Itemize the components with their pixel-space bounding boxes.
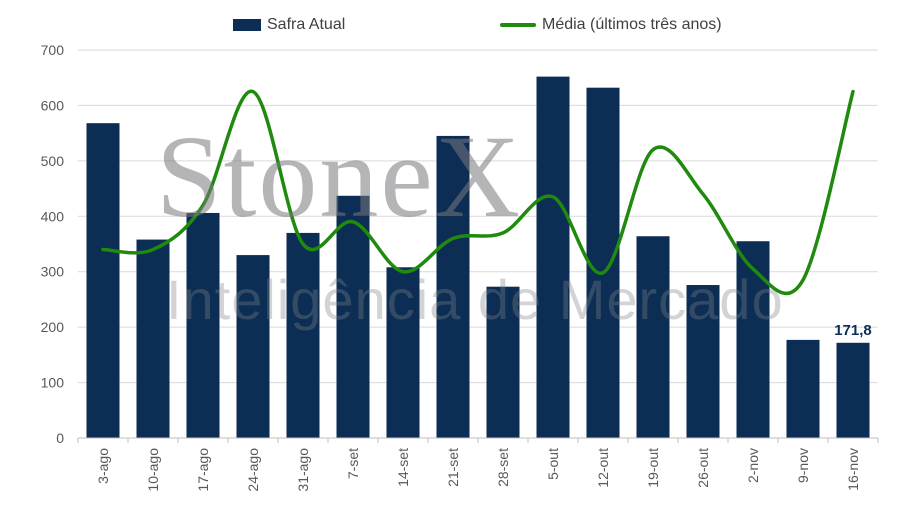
legend-label-safra: Safra Atual xyxy=(267,16,346,33)
y-tick-label: 700 xyxy=(41,42,65,58)
y-tick-label: 400 xyxy=(41,208,65,224)
y-tick-label: 600 xyxy=(41,97,65,113)
x-tick-label: 21-set xyxy=(445,448,461,487)
y-tick-label: 500 xyxy=(41,153,65,169)
bar xyxy=(436,135,470,438)
x-tick-label: 28-set xyxy=(495,448,511,487)
x-tick-label: 24-ago xyxy=(245,448,261,492)
x-tick-label: 5-out xyxy=(545,448,561,480)
x-tick-label: 19-out xyxy=(645,448,661,488)
bar xyxy=(736,241,770,438)
x-tick-label: 2-nov xyxy=(745,448,761,483)
series-line-media xyxy=(101,89,855,296)
bar xyxy=(486,286,520,438)
bar xyxy=(236,255,270,438)
y-tick-label: 200 xyxy=(41,319,65,335)
x-tick-label: 10-ago xyxy=(145,448,161,492)
legend-swatch-safra xyxy=(233,19,261,31)
y-tick-label: 0 xyxy=(56,430,64,446)
x-tick-label: 12-out xyxy=(595,448,611,488)
bar xyxy=(836,342,870,438)
x-tick-label: 14-set xyxy=(395,448,411,487)
x-tick-label: 16-nov xyxy=(845,448,861,491)
y-tick-label: 100 xyxy=(41,375,65,391)
watermark-tagline: Inteligência de Mercado xyxy=(166,268,784,331)
x-tick-label: 3-ago xyxy=(95,448,111,484)
legend-item-line: Média (últimos três anos) xyxy=(500,16,722,34)
bar xyxy=(686,285,720,438)
bar xyxy=(536,76,570,438)
legend-swatch-media xyxy=(500,23,536,27)
bar xyxy=(786,339,820,438)
bar xyxy=(636,236,670,438)
bar xyxy=(136,239,170,438)
legend-label-media: Média (últimos três anos) xyxy=(542,16,722,33)
x-tick-label: 26-out xyxy=(695,448,711,488)
legend-item-bar: Safra Atual xyxy=(233,16,345,34)
x-tick-label: 7-set xyxy=(345,448,361,479)
bar xyxy=(336,195,370,438)
x-tick-label: 31-ago xyxy=(295,448,311,492)
x-tick-label: 17-ago xyxy=(195,448,211,492)
bar xyxy=(86,123,120,438)
bar xyxy=(186,212,220,438)
data-label: 171,8 xyxy=(834,322,872,339)
bar xyxy=(586,87,620,438)
bar xyxy=(386,267,420,438)
y-tick-label: 300 xyxy=(41,264,65,280)
legend: Safra Atual Média (últimos três anos) xyxy=(0,16,903,40)
bar xyxy=(286,232,320,438)
x-tick-label: 9-nov xyxy=(795,448,811,483)
watermark-logo: StoneX xyxy=(156,111,522,242)
